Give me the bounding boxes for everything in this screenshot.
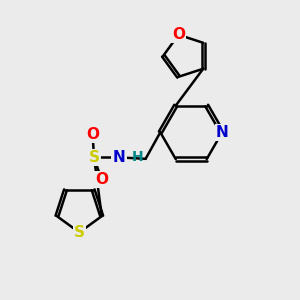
Text: O: O — [95, 172, 108, 187]
Text: N: N — [216, 125, 229, 140]
Text: S: S — [74, 225, 85, 240]
Text: O: O — [86, 127, 99, 142]
Text: N: N — [113, 150, 125, 165]
Text: O: O — [172, 27, 185, 42]
Text: H: H — [131, 150, 143, 164]
Text: S: S — [88, 150, 100, 165]
